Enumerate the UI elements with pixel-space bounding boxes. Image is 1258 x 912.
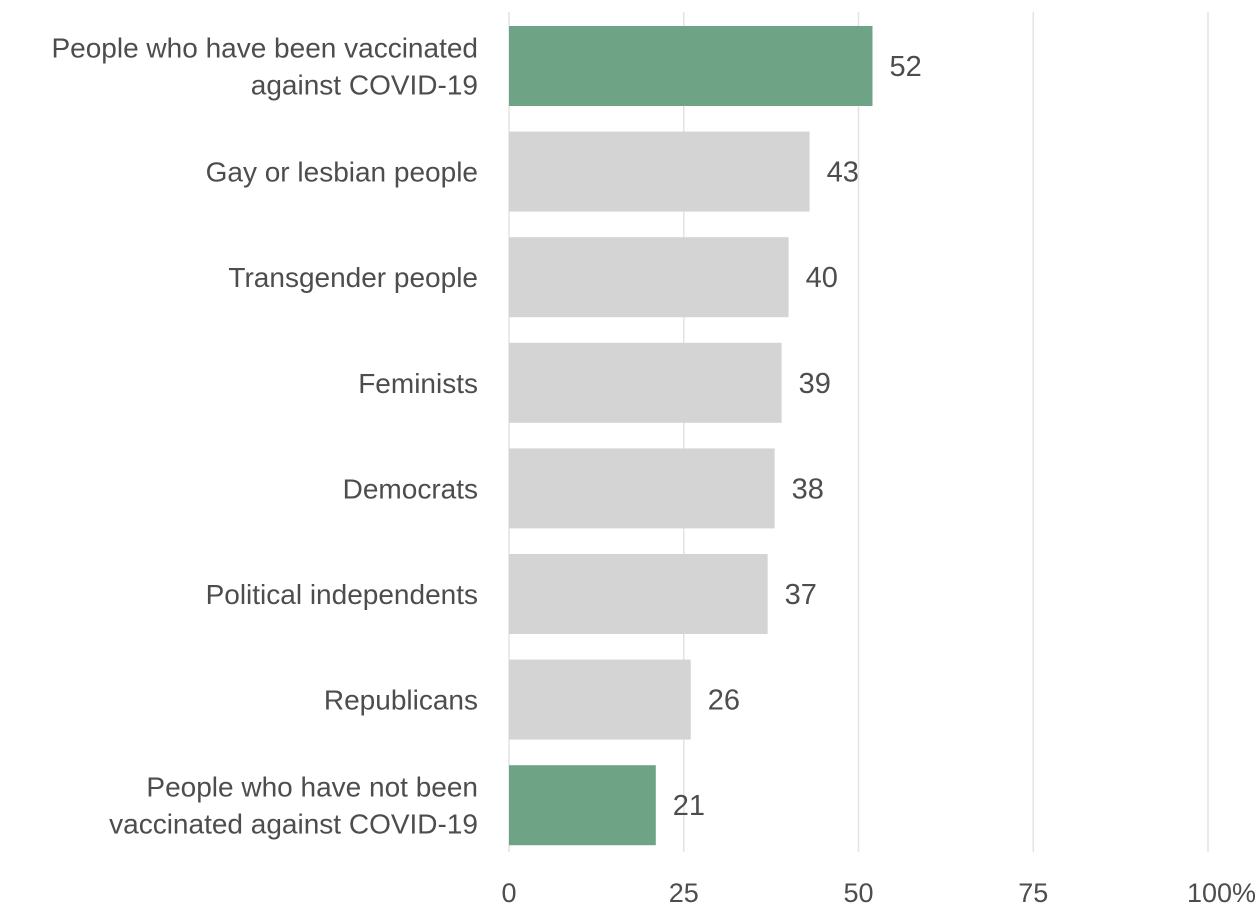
- x-tick-label: 100%: [1187, 878, 1256, 907]
- category-label-line: People who have been vaccinated: [51, 33, 478, 64]
- bar-value-label: 38: [792, 473, 824, 505]
- category-label: Republicans: [324, 685, 478, 716]
- category-label-line: Republicans: [324, 685, 478, 716]
- x-tick-label: 25: [669, 878, 699, 907]
- category-label-line: People who have not been: [146, 772, 478, 803]
- category-label: People who have not been vaccinated again…: [109, 772, 478, 840]
- category-label-line: Feminists: [358, 368, 478, 399]
- category-label-line: Political independents: [206, 579, 478, 610]
- bar: [509, 237, 789, 318]
- bar: [509, 26, 873, 106]
- category-label-line: Gay or lesbian people: [206, 157, 478, 188]
- bar: [509, 342, 782, 423]
- bar-value-label: 40: [806, 262, 838, 294]
- bar-value-label: 37: [785, 579, 817, 611]
- category-label-line: Transgender people: [228, 262, 478, 293]
- category-label: Transgender people: [228, 262, 478, 293]
- category-label-line: vaccinated against COVID-19: [109, 809, 478, 840]
- category-label: People who have been vaccinated against C…: [51, 33, 478, 101]
- bar-value-label: 21: [673, 790, 705, 822]
- bar: [509, 659, 691, 740]
- bar: [509, 554, 768, 634]
- bar-value-label: 52: [889, 51, 921, 83]
- category-label: Political independents: [206, 579, 478, 610]
- category-label: Gay or lesbian people: [206, 157, 478, 188]
- bar-value-label: 39: [799, 368, 831, 400]
- category-label-line: Democrats: [343, 473, 478, 504]
- x-tick-label: 50: [843, 878, 873, 907]
- x-tick-label: 75: [1018, 878, 1048, 907]
- category-label-line: against COVID-19: [251, 70, 478, 101]
- bar-value-label: 26: [708, 685, 740, 717]
- category-label: Democrats: [343, 473, 478, 504]
- bar: [509, 131, 810, 212]
- bar: [509, 448, 775, 529]
- x-tick-label: 0: [501, 878, 516, 907]
- bar-value-label: 43: [827, 157, 859, 189]
- bar: [509, 765, 656, 846]
- category-label: Feminists: [358, 368, 478, 399]
